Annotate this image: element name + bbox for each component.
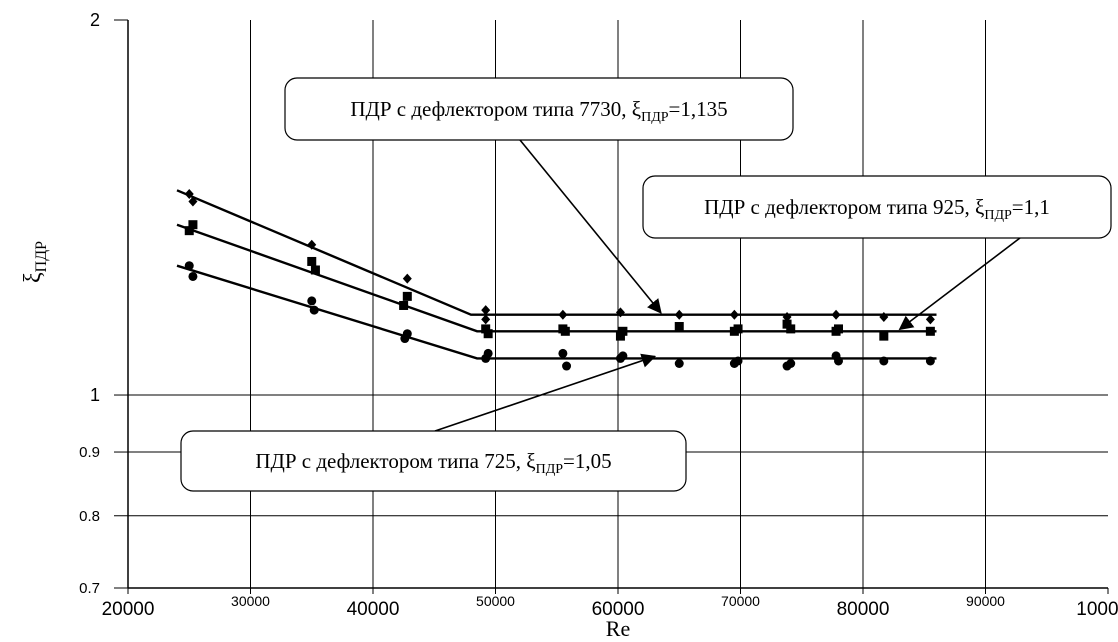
fit-line-circle [176, 264, 937, 360]
data-point-diamond [188, 196, 198, 207]
x-tick-label: 90000 [966, 593, 1005, 609]
annotation-arrow [519, 139, 662, 314]
annotation-arrow [434, 353, 657, 432]
data-point-diamond [184, 188, 194, 199]
y-axis-label-symbol: ξ [20, 272, 46, 283]
data-point-circle [188, 271, 198, 281]
annotation-text: ПДР с дефлектором типа 7730, ξПДР=1,135 [350, 97, 727, 125]
y-tick-label: 0.9 [79, 444, 100, 461]
data-point-square [615, 331, 625, 341]
data-point-diamond [831, 309, 841, 320]
y-tick-label: 0.7 [79, 580, 100, 597]
annotation-text-main: ПДР с дефлектором типа 725, ξ [255, 449, 535, 473]
data-point-circle [925, 356, 935, 366]
annotation-box [180, 430, 687, 492]
data-point-circle [618, 351, 628, 361]
y-axis-label: ξПДР [20, 241, 50, 283]
data-point-square [188, 220, 198, 230]
data-point-square [560, 326, 570, 336]
data-point-square [399, 300, 409, 310]
annotation-callout-2: ПДР с дефлектором типа 925, ξПДР=1,1 [642, 175, 1112, 331]
y-tick-label: 2 [90, 10, 100, 30]
data-point-circle [562, 361, 572, 371]
annotation-text-subscript: ПДР [984, 208, 1012, 223]
svg-text:ξПДР: ξПДР [20, 241, 50, 283]
data-point-diamond [481, 314, 491, 325]
annotation-callout-1: ПДР с дефлектором типа 7730, ξПДР=1,135 [284, 77, 794, 314]
data-point-diamond [307, 239, 317, 250]
x-tick-label: 60000 [592, 599, 645, 620]
data-point-diamond [402, 273, 412, 284]
fit-lines [176, 189, 937, 360]
x-tick-label: 80000 [837, 599, 890, 620]
data-point-circle [558, 348, 568, 358]
data-point-square [307, 256, 317, 266]
data-point-square [925, 326, 935, 336]
x-tick-label: 30000 [231, 593, 270, 609]
data-point-square [879, 331, 889, 341]
data-point-square [402, 291, 412, 301]
data-point-square [184, 226, 194, 236]
data-point-circle [674, 358, 684, 368]
fit-line-square [176, 223, 937, 333]
data-point-diamond [729, 309, 739, 320]
annotation-text-value: =1,05 [563, 449, 612, 473]
data-point-circle [483, 348, 493, 358]
data-point-square [310, 265, 320, 275]
y-tick-label: 1 [90, 385, 100, 405]
data-point-circle [834, 356, 843, 366]
data-points [184, 188, 935, 371]
data-point-diamond [558, 309, 568, 320]
fit-line-diamond [176, 189, 937, 316]
data-point-diamond [925, 314, 935, 325]
data-point-circle [307, 296, 317, 306]
annotation-text-subscript: ПДР [536, 462, 564, 477]
x-tick-label: 50000 [476, 593, 515, 609]
annotation-arrow [898, 237, 1021, 331]
x-tick-label: 20000 [102, 599, 155, 620]
data-point-square [483, 329, 493, 339]
data-point-circle [400, 334, 410, 344]
annotations: ПДР с дефлектором типа 7730, ξПДР=1,135П… [180, 77, 1112, 492]
x-tick-label: 70000 [721, 593, 760, 609]
annotation-box [642, 175, 1112, 239]
x-tick-label: 100000 [1076, 599, 1118, 620]
data-point-square [674, 322, 684, 332]
y-axis-label-subscript: ПДР [33, 241, 50, 272]
x-tick-label: 40000 [347, 599, 400, 620]
annotation-text: ПДР с дефлектором типа 925, ξПДР=1,1 [704, 195, 1050, 223]
annotation-callout-3: ПДР с дефлектором типа 725, ξПДР=1,05 [180, 353, 687, 492]
x-axis-label: Re [606, 616, 630, 641]
data-point-circle [309, 305, 319, 315]
data-point-diamond [674, 309, 684, 320]
data-point-circle [733, 356, 743, 366]
data-point-diamond [481, 305, 491, 316]
annotation-box [284, 77, 794, 141]
data-point-diamond [879, 312, 889, 323]
tick-labels: 20000 30000 40000 50000 60000 70000 80000 90000… [79, 10, 1118, 620]
data-point-square [618, 326, 628, 336]
data-point-square [786, 324, 796, 334]
data-point-square [733, 324, 743, 334]
annotation-text-subscript: ПДР [641, 110, 669, 125]
data-point-circle [786, 358, 796, 368]
data-point-diamond [615, 307, 625, 318]
annotation-text-main: ПДР с дефлектором типа 925, ξ [704, 195, 984, 219]
annotation-text-main: ПДР с дефлектором типа 7730, ξ [350, 97, 641, 121]
data-point-circle [184, 261, 194, 271]
data-point-square [481, 324, 491, 334]
annotation-text: ПДР с дефлектором типа 725, ξПДР=1,05 [255, 449, 611, 477]
y-tick-label: 0.8 [79, 508, 100, 525]
data-point-square [782, 319, 792, 329]
data-point-square [834, 324, 843, 334]
data-point-diamond [782, 312, 792, 323]
data-point-circle [879, 356, 889, 366]
annotation-text-value: =1,1 [1012, 195, 1050, 219]
annotation-text-value: =1,135 [669, 97, 728, 121]
axes [114, 19, 1109, 594]
